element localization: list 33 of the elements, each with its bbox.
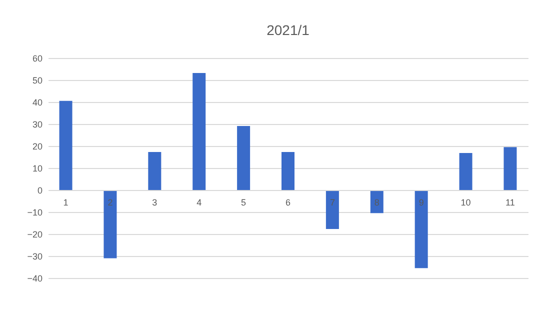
x-tick-label: 5 <box>241 198 246 208</box>
x-tick-label: 7 <box>330 198 335 208</box>
y-tick-label: 60 <box>32 54 42 64</box>
x-tick-label: 11 <box>506 198 515 208</box>
x-tick-label: 4 <box>196 198 202 208</box>
x-tick-label: 6 <box>285 198 291 208</box>
bar <box>104 190 117 258</box>
chart-title: 2021/1 <box>266 22 310 38</box>
y-tick-label: 40 <box>32 98 42 108</box>
x-tick-label: 3 <box>152 198 158 208</box>
y-tick-label: −10 <box>27 208 42 218</box>
y-tick-label: −40 <box>27 274 42 284</box>
y-tick-label: 30 <box>32 120 42 130</box>
y-tick-label: 20 <box>32 142 42 152</box>
bar <box>504 147 517 190</box>
bar <box>192 72 206 190</box>
y-tick-label: −30 <box>27 252 42 262</box>
bar <box>148 152 162 190</box>
y-tick-label: 10 <box>32 164 42 174</box>
x-tick-label: 10 <box>460 198 471 208</box>
y-tick-label: −20 <box>27 230 42 240</box>
y-tick-label: 50 <box>32 76 42 86</box>
bar <box>459 153 472 190</box>
x-tick-label: 8 <box>374 198 380 208</box>
bar <box>414 190 428 268</box>
bar <box>282 152 294 190</box>
bar <box>237 126 250 190</box>
x-tick-label: 1 <box>63 198 68 208</box>
bar <box>326 190 339 229</box>
y-tick-label: 0 <box>37 186 42 196</box>
x-tick-label: 9 <box>418 198 424 208</box>
bar <box>59 100 72 190</box>
x-tick-label: 2 <box>108 198 113 208</box>
